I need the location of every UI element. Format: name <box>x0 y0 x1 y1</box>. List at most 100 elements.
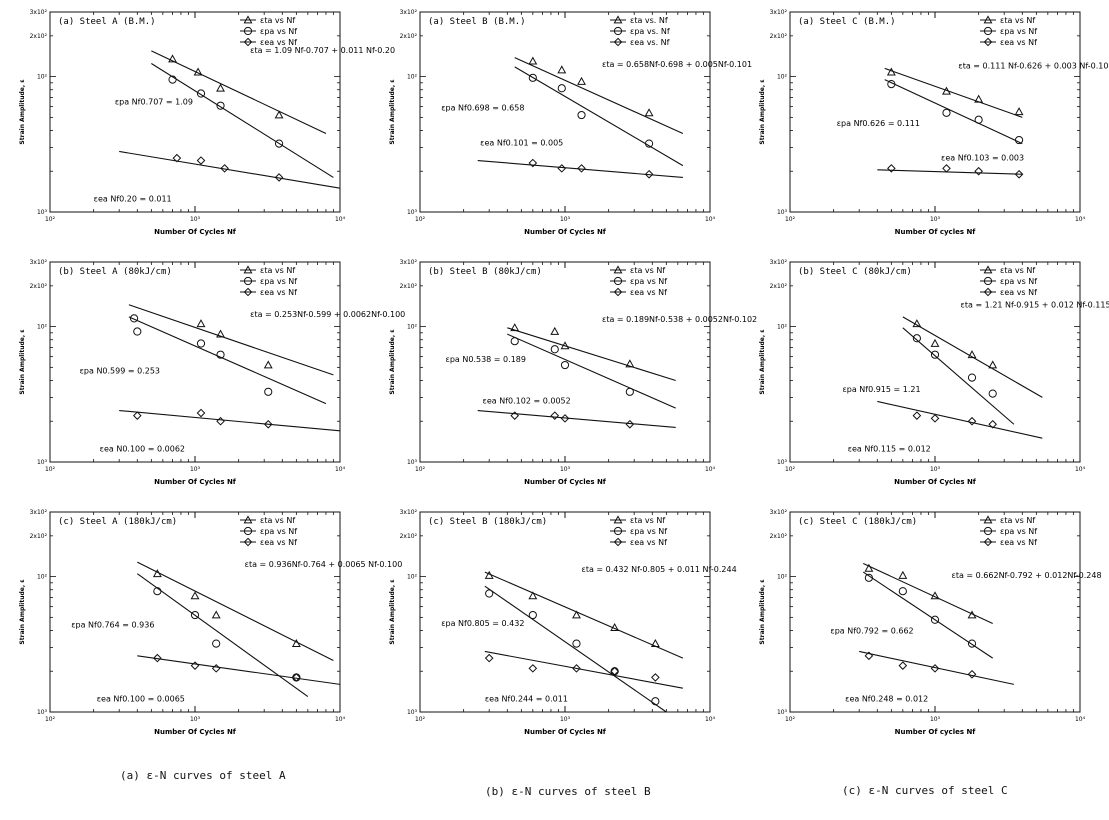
y-tick-label: 2x10² <box>770 283 788 290</box>
equation-label: εta = 0.189Nf-0.538 + 0.0052Nf-0.102 <box>602 315 757 324</box>
legend-marker-triangle <box>613 15 623 24</box>
y-tick-label: 3x10² <box>400 509 418 516</box>
data-point-diamond <box>625 419 635 429</box>
equation-label: εpa Nf0.792 = 0.662 <box>830 626 913 635</box>
data-point-circle <box>988 389 997 398</box>
data-point-triangle <box>510 323 520 332</box>
data-point-diamond <box>557 164 567 173</box>
data-point-diamond <box>930 414 940 423</box>
data-point-triangle <box>291 638 301 647</box>
fit-line <box>119 150 341 189</box>
x-axis-label: Number Of cycles Nf <box>895 228 977 236</box>
legend-marker-circle <box>983 276 993 286</box>
data-point-triangle <box>974 94 984 103</box>
data-point-circle <box>912 334 921 343</box>
x-axis-label: Number Of Cycles Nf <box>154 478 237 486</box>
legend-marker-circle <box>613 26 623 36</box>
legend-label: εta vs Nf <box>1000 16 1035 25</box>
data-point-circle <box>625 387 634 396</box>
data-point-circle <box>190 610 200 620</box>
equation-label: εea Nf0.248 = 0.012 <box>845 694 928 703</box>
data-point-circle <box>974 115 983 124</box>
data-point-diamond <box>263 419 273 429</box>
data-point-diamond <box>644 169 654 179</box>
x-tick-label: 10³ <box>930 466 941 473</box>
legend-marker-circle <box>983 26 993 36</box>
y-tick-label: 10² <box>37 574 48 581</box>
y-tick-label: 3x10² <box>400 9 418 16</box>
x-tick-label: 10⁴ <box>1075 466 1086 473</box>
x-tick-label: 10⁴ <box>335 466 346 473</box>
fit-line <box>119 409 341 432</box>
legend-label: εta vs Nf <box>1000 266 1035 275</box>
data-point-triangle <box>650 638 660 647</box>
data-point-triangle <box>930 338 940 347</box>
x-tick-label: 10⁴ <box>705 716 716 723</box>
equation-label: εta = 0.662Nf-0.792 + 0.012Nf-0.248 <box>952 571 1102 580</box>
data-point-diamond <box>292 673 301 682</box>
equation-label: εea Nf0.103 = 0.003 <box>941 154 1024 163</box>
fit-line <box>514 57 684 134</box>
y-tick-label: 10³ <box>777 209 788 216</box>
caption-steel-a: (a) ε-N curves of steel A <box>120 769 286 782</box>
x-tick-label: 10⁴ <box>1075 716 1086 723</box>
x-tick-label: 10² <box>785 216 796 223</box>
legend-label: εpa vs Nf <box>260 527 297 536</box>
legend-label: εea vs. Nf <box>630 38 670 47</box>
data-point-diamond <box>216 416 225 426</box>
legend-label: εea vs Nf <box>1000 288 1037 297</box>
data-point-circle <box>967 639 977 648</box>
data-point-diamond <box>898 661 908 670</box>
data-point-circle <box>644 139 654 148</box>
equation-label: εea Nf0.20 = 0.011 <box>94 194 172 203</box>
data-point-diamond <box>577 164 586 173</box>
y-axis-label: Strain Amplitude, ε <box>389 329 396 394</box>
y-tick-label: 10² <box>37 324 48 331</box>
data-point-circle <box>528 73 537 82</box>
y-tick-label: 3x10² <box>770 259 788 266</box>
y-tick-label: 3x10² <box>30 509 48 516</box>
x-tick-label: 10³ <box>190 716 201 723</box>
data-point-circle <box>550 345 559 354</box>
data-point-diamond <box>196 156 206 165</box>
legend-label: εea vs Nf <box>260 538 297 547</box>
equation-label: εpa N0.538 = 0.189 <box>446 355 526 364</box>
y-axis-label: Strain Amplitude, ε <box>19 579 26 644</box>
legend-marker-circle <box>243 526 253 536</box>
y-axis-label: Strain Amplitude, ε <box>759 79 766 144</box>
x-tick-label: 10² <box>785 716 796 723</box>
y-tick-label: 2x10² <box>400 33 418 40</box>
data-point-circle <box>651 697 660 706</box>
y-tick-label: 10² <box>407 574 418 581</box>
legend-label: εta vs Nf <box>630 266 665 275</box>
fit-line <box>514 66 684 167</box>
y-tick-label: 2x10² <box>30 283 48 290</box>
fit-line <box>484 650 683 689</box>
equation-label: εta = 0.111 Nf-0.626 + 0.003 Nf-0.103 <box>958 61 1109 70</box>
panel-title: (b) Steel C (80kJ/cm) <box>798 267 912 277</box>
legend-marker-triangle <box>243 515 253 524</box>
data-point-circle <box>577 110 586 120</box>
data-point-circle <box>864 573 873 582</box>
y-axis-label: Strain Amplitude, ε <box>759 579 766 644</box>
y-axis-label: Strain Amplitude, ε <box>759 329 766 394</box>
legend-marker-triangle <box>613 265 623 274</box>
fit-line <box>151 50 327 134</box>
panel-title: (c) Steel A (180kJ/cm) <box>58 517 177 527</box>
data-point-triangle <box>942 86 951 95</box>
y-tick-label: 10² <box>407 324 418 331</box>
y-tick-label: 3x10² <box>30 259 48 266</box>
data-point-diamond <box>550 411 560 420</box>
data-point-circle <box>887 80 896 89</box>
legend-marker-triangle <box>613 515 623 524</box>
data-point-diamond <box>484 653 494 663</box>
fit-line <box>477 409 676 428</box>
data-point-circle <box>930 350 940 359</box>
data-point-triangle <box>274 110 284 119</box>
legend-label: εta vs Nf <box>260 516 295 525</box>
y-tick-label: 10³ <box>37 209 48 216</box>
